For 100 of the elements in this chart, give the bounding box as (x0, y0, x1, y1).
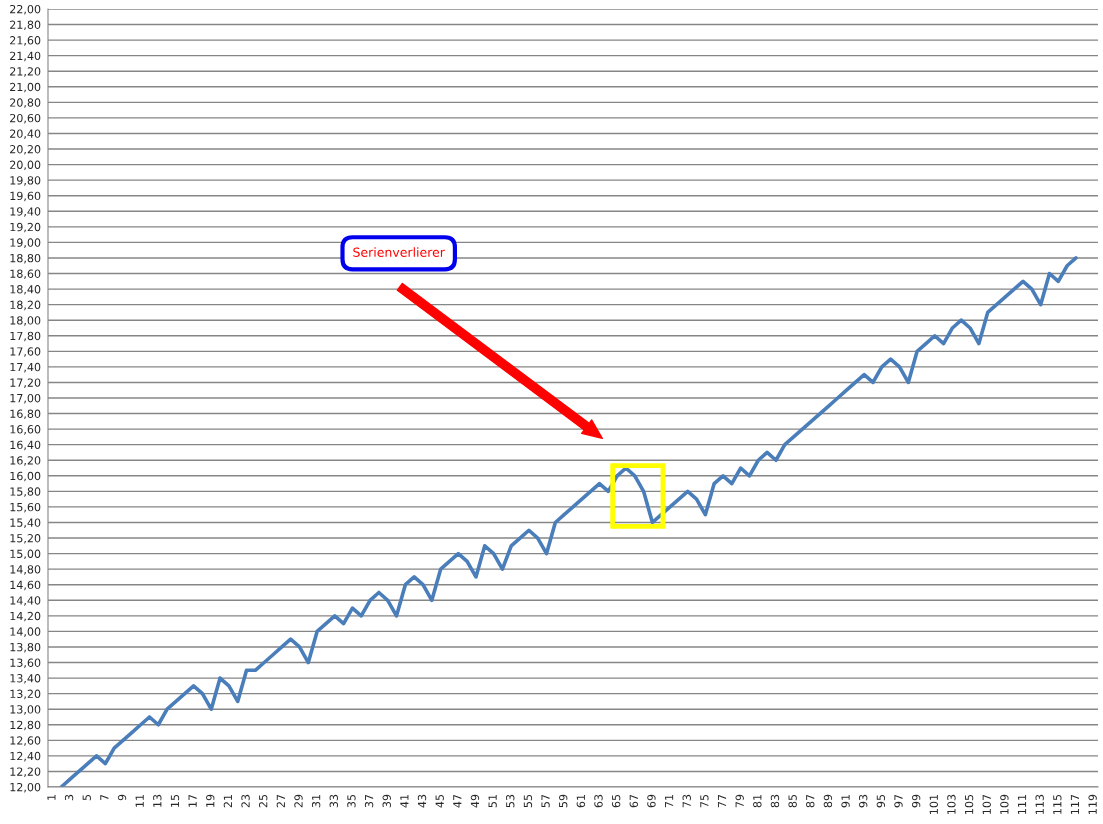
y-tick-label: 16,80 (10, 409, 41, 420)
x-tick-label: 71 (665, 794, 674, 808)
y-tick-label: 13,20 (10, 689, 41, 700)
x-tick-label: 61 (576, 794, 586, 808)
x-tick-label: 119 (1088, 794, 1097, 814)
y-tick-label: 20,00 (10, 160, 41, 171)
x-tick-label: 37 (364, 794, 374, 808)
x-tick-label: 117 (1070, 794, 1080, 814)
x-tick-label: 17 (188, 794, 197, 807)
x-tick-label: 109 (1000, 794, 1009, 814)
y-tick-label: 15,00 (10, 549, 41, 560)
x-tick-label: 113 (1035, 794, 1044, 814)
x-tick-label: 35 (347, 794, 356, 808)
x-tick-label: 43 (417, 794, 427, 808)
x-tick-label: 13 (153, 794, 162, 807)
x-tick-label: 63 (594, 794, 603, 808)
x-tick-label: 31 (311, 794, 321, 808)
x-tick-label: 77 (717, 794, 727, 808)
annotation: Serienverlierer (353, 247, 445, 257)
y-tick-label: 13,60 (10, 658, 41, 669)
y-tick-label: 14,60 (10, 580, 41, 591)
line-series (59, 256, 1078, 787)
x-tick-label: 47 (453, 794, 462, 808)
x-tick-label: 91 (841, 794, 850, 808)
x-tick-label: 55 (523, 794, 533, 808)
x-tick-label: 99 (911, 794, 921, 808)
x-tick-label: 83 (770, 794, 780, 808)
x-tick-label: 53 (506, 794, 515, 808)
x-tick-label: 25 (259, 794, 268, 808)
x-tick-label: 87 (806, 794, 815, 808)
x-tick-label: 1 (47, 794, 56, 800)
x-tick-label: 23 (241, 794, 250, 808)
y-tick-label: 18,40 (10, 285, 41, 295)
x-tick-label: 33 (329, 794, 338, 808)
x-tick-label: 9 (117, 794, 127, 801)
y-tick-label: 15,20 (10, 534, 41, 544)
x-tick-label: 107 (982, 794, 991, 814)
x-tick-label: 73 (682, 794, 691, 808)
y-tick-label: 17,20 (10, 378, 41, 388)
x-tick-label: 81 (753, 794, 762, 808)
x-tick-label: 65 (611, 794, 621, 808)
y-tick-label: 18,20 (10, 300, 41, 311)
x-tick-label: 79 (735, 794, 744, 808)
y-tick-label: 20,20 (10, 145, 41, 155)
y-tick-label: 21,20 (10, 67, 41, 77)
x-tick-label: 49 (470, 794, 480, 808)
x-tick-label: 103 (947, 794, 956, 814)
x-tick-label: 115 (1053, 794, 1062, 814)
y-tick-label: 14,20 (10, 611, 41, 622)
x-tick-label: 51 (488, 794, 497, 808)
x-tick-label: 11 (135, 794, 144, 807)
x-tick-label: 111 (1017, 794, 1027, 814)
y-tick-label: 13,00 (10, 705, 41, 715)
y-tick-label: 19,40 (10, 207, 41, 217)
x-tick-label: 105 (964, 794, 974, 814)
y-tick-label: 20,40 (10, 129, 41, 139)
x-tick-label: 67 (629, 794, 638, 808)
y-tick-label: 21,00 (10, 82, 41, 93)
x-tick-label: 85 (788, 794, 797, 808)
x-tick-label: 29 (294, 794, 303, 808)
y-tick-label: 19,20 (10, 222, 41, 233)
y-tick-label: 18,80 (10, 253, 41, 264)
y-tick-label: 14,80 (10, 565, 41, 575)
x-tick-label: 93 (859, 794, 868, 808)
y-tick-label: 18,00 (10, 316, 41, 326)
x-tick-label: 39 (382, 794, 391, 808)
y-tick-label: 18,60 (10, 269, 41, 280)
x-tick-label: 101 (929, 794, 938, 814)
x-tick-label: 59 (559, 794, 568, 808)
y-tick-label: 19,80 (10, 176, 41, 186)
y-tick-label: 12,40 (10, 751, 41, 762)
x-tick-label: 15 (170, 794, 180, 807)
x-tick-label: 57 (541, 794, 550, 808)
y-tick-label: 19,60 (10, 191, 41, 202)
y-tick-label: 12,60 (10, 736, 41, 746)
x-tick-label: 3 (64, 794, 74, 801)
x-tick-label: 45 (435, 794, 444, 808)
y-tick-label: 14,00 (10, 627, 41, 637)
x-tick-label: 41 (400, 794, 409, 808)
y-tick-label: 20,80 (10, 98, 41, 108)
y-tick-label: 15,40 (10, 518, 41, 528)
y-tick-label: 17,40 (10, 362, 41, 373)
y-tick-label: 16,60 (10, 425, 41, 435)
y-tick-label: 15,60 (10, 502, 41, 513)
y-tick-label: 14,40 (10, 596, 41, 606)
y-tick-label: 17,60 (10, 347, 41, 357)
x-tick-label: 5 (82, 794, 91, 801)
y-tick-label: 16,40 (10, 440, 41, 451)
y-tick-label: 16,20 (10, 456, 41, 466)
x-tick-label: 89 (823, 794, 833, 808)
x-tick-label: 19 (206, 794, 215, 807)
x-tick-label: 7 (100, 794, 109, 801)
y-tick-label: 21,40 (10, 51, 41, 62)
x-tick-label: 69 (647, 794, 656, 808)
y-tick-label: 16,00 (10, 471, 41, 482)
y-tick-label: 22,00 (10, 4, 41, 15)
x-tick-label: 97 (894, 794, 903, 808)
y-tick-label: 15,80 (10, 487, 41, 497)
y-tick-label: 20,60 (10, 113, 41, 124)
x-tick-label: 95 (876, 794, 886, 808)
